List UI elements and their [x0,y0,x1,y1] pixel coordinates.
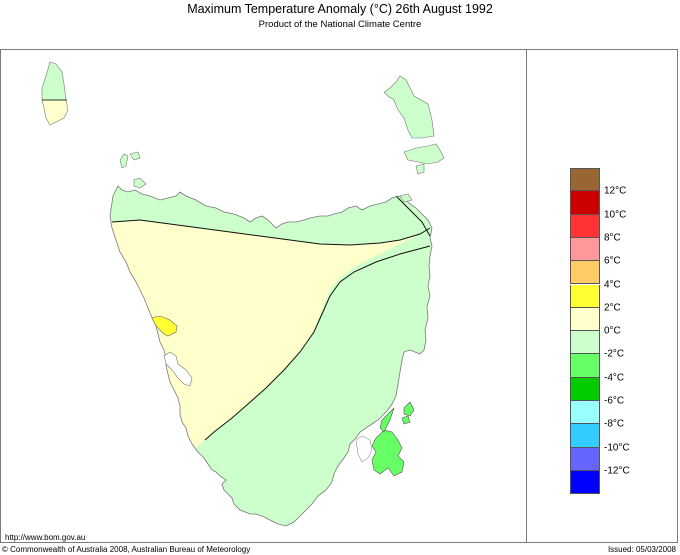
map-title: Maximum Temperature Anomaly (°C) 26th Au… [187,2,493,16]
island-nw-2 [129,151,141,161]
legend-label: -8°C [604,418,625,430]
legend-label: -12°C [604,465,630,477]
zone-south-east-islands [371,429,405,477]
legend-swatch-minus2-0 [570,331,600,355]
legend-label: 12°C [604,185,627,197]
legend-swatch-minus6-minus4 [570,377,600,401]
ne-islet [399,193,413,203]
footer-url: http://www.bom.gov.au [5,533,86,542]
legend-swatch-minus12-minus10 [570,447,600,471]
legend-swatch-below-minus12 [570,470,600,495]
legend-label: 4°C [604,279,621,290]
contour-south-east [204,245,431,441]
legend-swatch-12-plus [570,168,600,192]
legend-label: -6°C [604,395,625,407]
contour-north [111,219,431,246]
king-island-south [41,99,69,126]
island-nw-1 [119,153,129,169]
zone-se-strip [379,407,395,433]
legend-swatch-10-12 [570,191,600,215]
cape-barren-island [403,143,445,165]
legend-label: 2°C [604,302,621,314]
king-island-north [41,61,67,101]
legend-label: -4°C [604,372,625,384]
tasmania-coastline [109,185,433,527]
legend-swatch-6-8 [570,237,600,262]
map-subtitle: Product of the National Climate Centre [258,19,422,30]
footer-issued-date: Issued: 05/03/2008 [607,545,676,554]
legend-swatch-4-6 [570,261,600,285]
island-nw-3 [133,177,147,189]
flinders-island [383,75,435,139]
zone-se-isle-1 [403,401,415,417]
zone-west-coast-spot [149,315,178,337]
legend-label: 6°C [604,255,621,267]
legend-label: -2°C [604,348,625,360]
legend-swatch-minus10-minus8 [570,424,600,448]
legend-divider [526,49,527,543]
clarke-island [415,163,425,175]
derwent-estuary [355,435,373,463]
contour-north-east [395,195,431,237]
footer-copyright: © Commonwealth of Australia 2008, Austra… [2,545,251,554]
legend-label: 8°C [604,232,621,244]
zone-se-isle-2 [401,415,411,425]
legend-swatch-0-2 [570,307,600,332]
macquarie-harbour [163,351,193,387]
legend-label: -10°C [604,442,630,454]
legend-swatch-minus4-minus2 [570,354,600,378]
legend-swatch-2-4 [570,284,600,308]
legend-label: 0°C [604,325,621,337]
map-frame [0,49,678,543]
legend-swatch-minus8-minus6 [570,401,600,425]
legend-swatch-8-10 [570,214,600,238]
legend-label: 10°C [604,209,627,221]
